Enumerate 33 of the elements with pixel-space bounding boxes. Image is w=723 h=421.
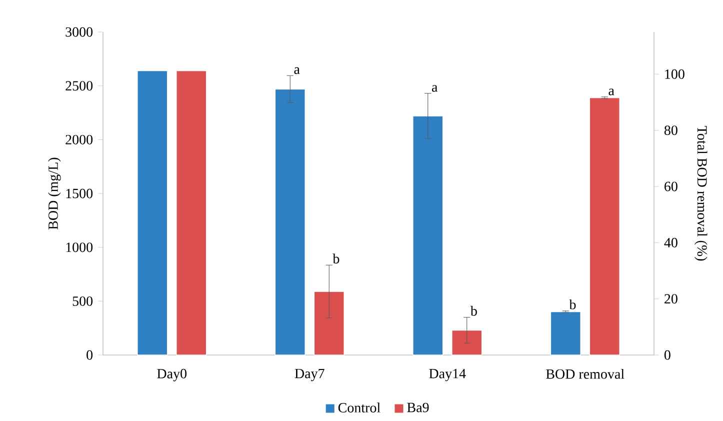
y-tick-label: 1500 xyxy=(66,188,93,198)
data-label: b xyxy=(569,299,576,310)
y2-tick-label: 60 xyxy=(664,182,678,192)
x-tick-label: Day0 xyxy=(157,368,186,382)
bar xyxy=(314,291,345,356)
legend-label: Ba9 xyxy=(407,402,429,412)
x-tick-label: Day14 xyxy=(429,368,466,382)
x-tick-label: Day7 xyxy=(294,368,324,382)
x-tick-label: BOD removal xyxy=(546,368,624,379)
y-axis-title: BOD (mg/L) xyxy=(48,158,61,230)
bar xyxy=(412,116,444,356)
y2-tick-label: 0 xyxy=(664,350,670,360)
data-label: b xyxy=(470,306,477,316)
legend-label: Control xyxy=(338,402,380,412)
y-tick-label: 2500 xyxy=(66,81,93,91)
bar xyxy=(274,88,306,356)
y-tick-label: 0 xyxy=(86,350,93,360)
y-tick-label: 2000 xyxy=(66,134,93,144)
y2-tick-label: 80 xyxy=(664,126,678,136)
data-label: b xyxy=(332,254,340,264)
bar xyxy=(451,330,482,356)
data-label: a xyxy=(294,67,300,74)
bar xyxy=(136,70,168,356)
y2-axis-title: Total BOD removal (%) xyxy=(694,126,708,261)
y2-tick-label: 20 xyxy=(664,294,678,304)
y-tick-label: 3000 xyxy=(66,27,93,37)
data-label: a xyxy=(608,88,614,96)
y2-tick-label: 100 xyxy=(665,69,684,79)
y2-tick-label: 40 xyxy=(664,238,678,248)
y-tick-label: 500 xyxy=(72,296,93,306)
data-label: a xyxy=(432,85,438,92)
bar xyxy=(176,70,207,356)
y-tick-label: 1000 xyxy=(66,242,93,252)
